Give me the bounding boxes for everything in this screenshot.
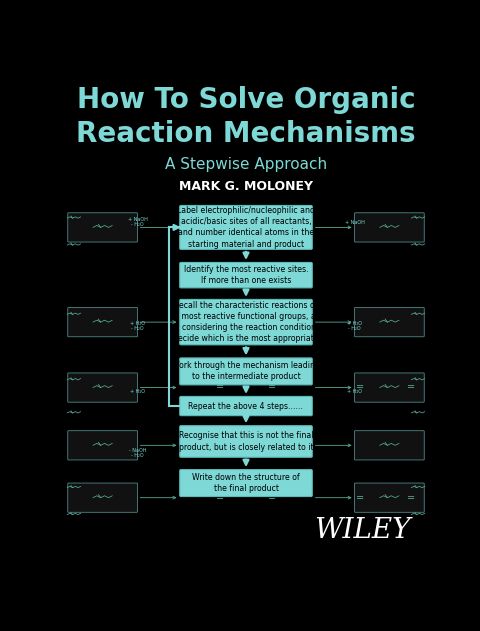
Text: MARK G. MOLONEY: MARK G. MOLONEY bbox=[179, 180, 313, 192]
Text: Work through the mechanism leading
to the intermediate product: Work through the mechanism leading to th… bbox=[172, 362, 320, 382]
FancyBboxPatch shape bbox=[180, 396, 312, 416]
Text: WILEY: WILEY bbox=[314, 517, 410, 544]
Text: =: = bbox=[356, 493, 364, 503]
Text: =: = bbox=[267, 493, 276, 503]
FancyBboxPatch shape bbox=[355, 213, 424, 242]
FancyBboxPatch shape bbox=[68, 431, 137, 460]
FancyBboxPatch shape bbox=[180, 469, 312, 497]
FancyBboxPatch shape bbox=[68, 373, 137, 402]
FancyBboxPatch shape bbox=[355, 373, 424, 402]
Text: + H₂O
- H₂O: + H₂O - H₂O bbox=[130, 321, 145, 331]
FancyBboxPatch shape bbox=[180, 358, 312, 385]
FancyBboxPatch shape bbox=[180, 426, 312, 457]
Text: =: = bbox=[216, 493, 225, 503]
FancyBboxPatch shape bbox=[68, 483, 137, 512]
Text: =: = bbox=[356, 382, 364, 392]
FancyBboxPatch shape bbox=[68, 213, 137, 242]
Text: =: = bbox=[267, 382, 276, 392]
Text: A Stepwise Approach: A Stepwise Approach bbox=[165, 156, 327, 172]
FancyBboxPatch shape bbox=[180, 206, 312, 249]
FancyBboxPatch shape bbox=[355, 431, 424, 460]
Text: Recognise that this is not the final
product, but is closely related to it: Recognise that this is not the final pro… bbox=[179, 432, 313, 452]
Text: + NaOH
- H₂O: + NaOH - H₂O bbox=[128, 216, 147, 227]
Text: + H₂O: + H₂O bbox=[347, 389, 362, 394]
Text: =: = bbox=[407, 382, 415, 392]
Text: - NaOH
- H₂O: - NaOH - H₂O bbox=[129, 447, 146, 458]
Text: =: = bbox=[407, 493, 415, 503]
Text: Write down the structure of
the final product: Write down the structure of the final pr… bbox=[192, 473, 300, 493]
FancyBboxPatch shape bbox=[355, 483, 424, 512]
Text: + H₂O: + H₂O bbox=[130, 389, 145, 394]
FancyBboxPatch shape bbox=[68, 307, 137, 337]
Text: =: = bbox=[216, 382, 225, 392]
Text: Reaction Mechanisms: Reaction Mechanisms bbox=[76, 120, 416, 148]
Text: Label electrophilic/nucleophilic and
acidic/basic sites of all reactants,
and nu: Label electrophilic/nucleophilic and aci… bbox=[177, 206, 315, 249]
Text: + NaOH: + NaOH bbox=[345, 220, 364, 225]
Text: Identify the most reactive sites.
If more than one exists: Identify the most reactive sites. If mor… bbox=[184, 265, 308, 285]
FancyBboxPatch shape bbox=[180, 262, 312, 288]
Text: + H₂O
- H₂O: + H₂O - H₂O bbox=[347, 321, 362, 331]
Text: Repeat the above 4 steps......: Repeat the above 4 steps...... bbox=[189, 401, 303, 411]
Text: How To Solve Organic: How To Solve Organic bbox=[77, 86, 415, 114]
FancyBboxPatch shape bbox=[180, 299, 312, 345]
Text: Recall the characteristic reactions of
the most reactive functional groups, and
: Recall the characteristic reactions of t… bbox=[166, 301, 326, 343]
FancyBboxPatch shape bbox=[355, 307, 424, 337]
